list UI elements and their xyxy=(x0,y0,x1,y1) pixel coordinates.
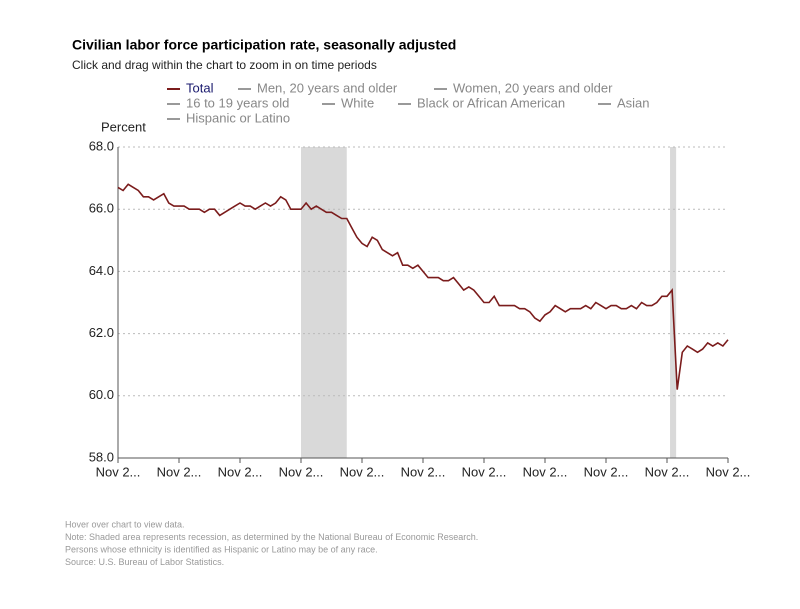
y-tick-label: 58.0 xyxy=(89,449,114,464)
y-axis-label: Percent xyxy=(101,119,146,134)
y-tick-label: 60.0 xyxy=(89,387,114,402)
y-tick-label: 66.0 xyxy=(89,201,114,216)
x-tick-label: Nov 2... xyxy=(218,464,263,479)
x-tick-label: Nov 2... xyxy=(279,464,324,479)
legend-label: Total xyxy=(186,80,214,95)
x-tick-label: Nov 2... xyxy=(645,464,690,479)
legend-label: 16 to 19 years old xyxy=(186,95,289,110)
series-line xyxy=(117,183,729,390)
legend-label: Black or African American xyxy=(417,95,565,110)
recession-shade xyxy=(301,147,347,458)
footnote: Hover over chart to view data. xyxy=(65,519,185,529)
legend-label: Men, 20 years and older xyxy=(257,80,398,95)
x-tick-label: Nov 2... xyxy=(340,464,385,479)
footnote: Persons whose ethnicity is identified as… xyxy=(65,544,378,554)
x-tick-label: Nov 2... xyxy=(462,464,507,479)
y-tick-label: 68.0 xyxy=(89,138,114,153)
x-tick-label: Nov 2... xyxy=(584,464,629,479)
x-tick-label: Nov 2... xyxy=(157,464,202,479)
chart-title: Civilian labor force participation rate,… xyxy=(72,37,456,53)
x-tick-label: Nov 2... xyxy=(706,464,751,479)
x-tick-label: Nov 2... xyxy=(96,464,141,479)
y-tick-label: 62.0 xyxy=(89,325,114,340)
legend-label: White xyxy=(341,95,374,110)
legend-label: Hispanic or Latino xyxy=(186,110,290,125)
legend-label: Asian xyxy=(617,95,650,110)
x-tick-label: Nov 2... xyxy=(401,464,446,479)
footnote: Note: Shaded area represents recession, … xyxy=(65,532,478,542)
footnote: Source: U.S. Bureau of Labor Statistics. xyxy=(65,557,224,567)
x-tick-label: Nov 2... xyxy=(523,464,568,479)
chart-subtitle: Click and drag within the chart to zoom … xyxy=(72,58,377,72)
y-tick-label: 64.0 xyxy=(89,263,114,278)
legend-label: Women, 20 years and older xyxy=(453,80,613,95)
